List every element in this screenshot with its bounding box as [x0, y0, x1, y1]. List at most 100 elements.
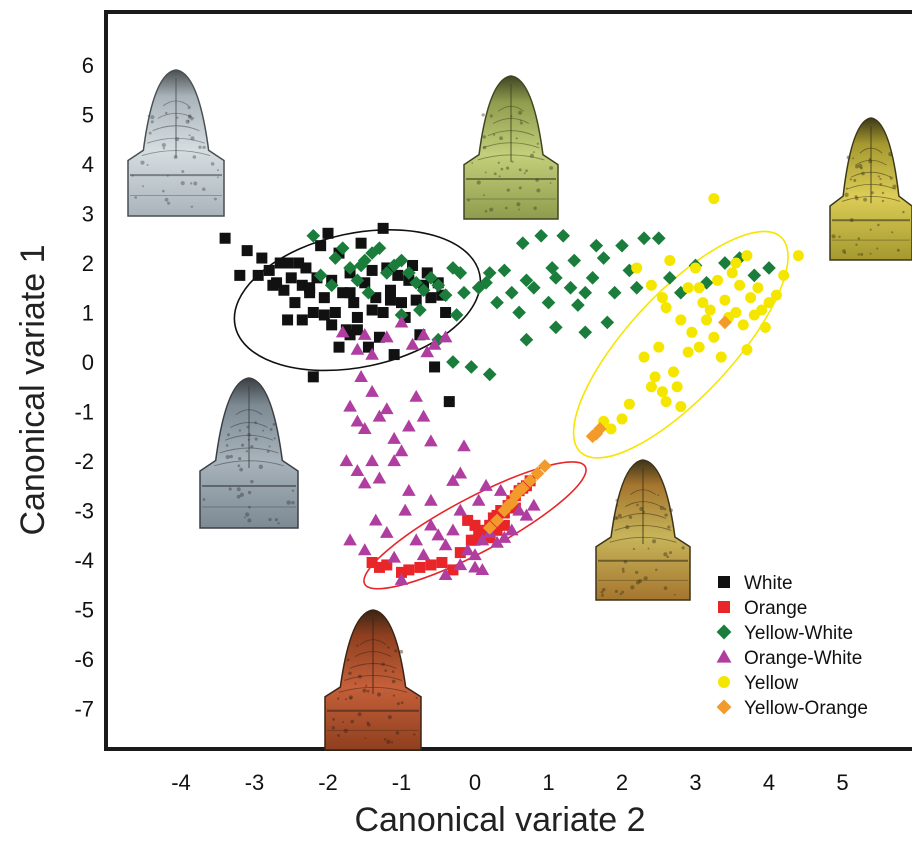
- data-point: [372, 409, 387, 422]
- data-point: [660, 396, 672, 408]
- data-point: [350, 414, 365, 427]
- data-point: [567, 253, 582, 268]
- data-point: [645, 279, 657, 291]
- x-tick-label: -2: [318, 770, 338, 795]
- y-tick-label: -7: [74, 697, 94, 722]
- data-point: [708, 193, 720, 205]
- data-point: [351, 324, 363, 336]
- data-point: [512, 503, 526, 516]
- data-point: [523, 473, 537, 488]
- ellipse-0: [233, 228, 482, 372]
- data-point: [693, 282, 705, 294]
- data-point: [300, 262, 312, 274]
- data-point: [479, 275, 493, 290]
- data-point: [438, 538, 453, 551]
- data-point: [350, 464, 365, 477]
- data-point: [651, 231, 666, 246]
- legend-label: Orange-White: [744, 648, 862, 669]
- yellow-orange-throat-photo: [595, 459, 691, 601]
- x-tick-label: -4: [171, 770, 191, 795]
- data-point: [645, 381, 657, 393]
- data-point: [324, 278, 339, 293]
- data-point: [490, 295, 504, 310]
- y-tick-label: 4: [82, 152, 94, 177]
- data-point: [343, 261, 357, 275]
- data-point: [256, 252, 268, 264]
- data-point: [424, 434, 438, 447]
- data-point: [756, 304, 768, 316]
- data-point: [357, 422, 372, 434]
- data-point: [615, 238, 629, 253]
- data-point: [354, 370, 368, 382]
- data-point: [362, 341, 374, 353]
- data-point: [479, 478, 493, 491]
- legend-marker: [716, 649, 732, 663]
- data-point: [354, 258, 368, 273]
- data-point: [366, 304, 378, 316]
- data-point: [420, 345, 435, 358]
- legend-label: Orange: [744, 598, 807, 619]
- data-point: [359, 277, 371, 289]
- data-point: [219, 232, 231, 244]
- orange-throat-photo: [324, 609, 422, 751]
- data-point: [365, 347, 379, 360]
- data-point: [468, 560, 482, 573]
- data-point: [457, 285, 471, 300]
- data-point: [436, 556, 448, 568]
- data-point: [770, 289, 782, 301]
- data-point: [578, 285, 593, 300]
- data-point: [307, 371, 319, 383]
- data-point: [402, 266, 416, 280]
- data-point: [396, 297, 407, 309]
- data-point: [763, 297, 775, 309]
- y-tick-label: -3: [74, 499, 94, 524]
- data-point: [440, 307, 452, 318]
- data-point: [384, 294, 396, 306]
- data-point: [747, 268, 762, 283]
- legend-marker: [716, 624, 732, 640]
- data-point: [671, 381, 683, 393]
- data-point: [443, 396, 455, 408]
- data-point: [379, 266, 394, 280]
- data-point: [701, 314, 713, 326]
- data-point: [326, 319, 338, 331]
- data-point: [307, 307, 319, 318]
- data-point: [453, 466, 468, 479]
- y-axis-label: Canonical variate 1: [14, 244, 52, 535]
- data-point: [333, 247, 345, 259]
- data-point: [526, 498, 541, 511]
- legend-label: Yellow-White: [744, 623, 853, 644]
- data-point: [778, 269, 790, 281]
- data-point: [421, 267, 433, 279]
- data-point: [457, 439, 471, 452]
- data-point: [719, 294, 731, 306]
- data-point: [759, 321, 771, 333]
- data-point: [267, 279, 279, 291]
- y-tick-label: -2: [74, 449, 94, 474]
- data-point: [715, 351, 727, 363]
- data-point: [394, 308, 409, 322]
- x-tick-label: 3: [689, 770, 701, 795]
- data-point: [497, 263, 512, 278]
- data-point: [278, 284, 290, 296]
- data-point: [318, 309, 330, 321]
- data-point: [407, 259, 419, 271]
- data-point: [282, 314, 294, 326]
- legend-marker: [718, 576, 730, 588]
- data-point: [497, 530, 512, 543]
- y-tick-label: 1: [82, 301, 94, 326]
- data-point: [438, 288, 453, 302]
- data-point: [366, 556, 378, 568]
- data-point: [530, 466, 545, 481]
- data-point: [424, 518, 438, 531]
- data-point: [653, 341, 665, 353]
- data-point: [519, 332, 534, 347]
- data-point: [490, 535, 504, 548]
- data-point: [234, 269, 246, 281]
- data-point: [335, 241, 350, 255]
- data-point: [556, 228, 571, 243]
- legend-label: White: [744, 573, 793, 594]
- data-point: [600, 315, 615, 330]
- legend-marker: [718, 601, 730, 613]
- data-point: [402, 419, 416, 432]
